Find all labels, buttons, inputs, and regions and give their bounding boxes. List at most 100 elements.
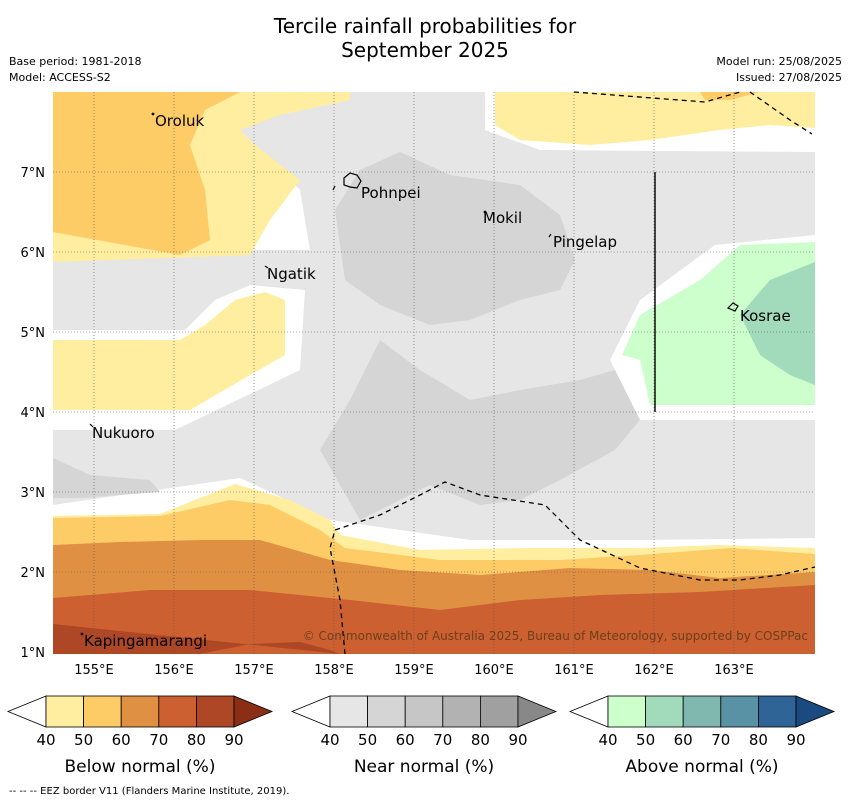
place-label: Nukuoro: [92, 424, 155, 442]
lon-tick: 160°E: [474, 663, 514, 678]
colorbar-under-arrow: [6, 695, 47, 728]
place-labels: Oroluk Pohnpei Mokil Pingelap Ngatik Kos…: [84, 112, 791, 650]
colorbar-segment: [682, 695, 722, 728]
model-run: Model run: 25/08/2025: [716, 55, 842, 68]
colorbar-tick-label: 90: [224, 731, 243, 749]
colorbar-segment: [367, 695, 406, 728]
colorbar: 40 50 60 70 80 90 Above normal (%): [568, 695, 836, 777]
place-label: Ngatik: [267, 265, 316, 283]
pohnpei-island-shape: [343, 172, 362, 189]
below-normal-40-w: [53, 292, 285, 410]
colorbar-tick-label: 40: [598, 731, 617, 749]
colorbar-title: Above normal (%): [625, 757, 778, 777]
colorbar-title: Near normal (%): [354, 757, 494, 777]
place-label: Mokil: [483, 209, 522, 227]
lon-tick: 161°E: [554, 663, 594, 678]
colorbar-segment: [329, 695, 368, 728]
nukuoro-island-shape: [89, 423, 94, 428]
colorbar-segment: [45, 695, 84, 728]
colorbar-segment: [442, 695, 481, 728]
eez-credit: -- -- -- EEZ border V11 (Flanders Marine…: [9, 786, 290, 797]
colorbar-tick-label: 70: [711, 731, 730, 749]
colorbar-segment: [758, 695, 797, 728]
island-outlines: [80, 112, 739, 636]
colorbar-tick-label: 90: [786, 731, 805, 749]
near-normal-50-center: [335, 152, 575, 325]
colorbar-segment: [120, 695, 160, 728]
lat-tick: 1°N: [21, 646, 46, 661]
colorbar-segment: [404, 695, 444, 728]
colorbar-segment: [720, 695, 759, 728]
colorbar-under-arrow: [568, 695, 609, 728]
place-label: Kosrae: [740, 307, 791, 325]
model-name: Model: ACCESS-S2: [9, 71, 111, 84]
below-normal-40-ne: [495, 92, 815, 145]
colorbar-tick-label: 80: [471, 731, 490, 749]
lon-tick: 159°E: [394, 663, 434, 678]
lat-tick: 2°N: [21, 566, 46, 581]
colorbar-over-arrow: [795, 695, 836, 728]
colorbar-tick-label: 60: [396, 731, 415, 749]
place-label: Pohnpei: [361, 184, 421, 202]
mokil-island-shape: [483, 210, 487, 214]
lat-tick: 4°N: [21, 406, 46, 421]
colorbar-legends: 40 50 60 70 80 90 Below normal (%) 40 50 60 70 80 90…: [6, 695, 836, 777]
colorbar-tick-label: 60: [112, 731, 131, 749]
colorbar-tick-label: 80: [749, 731, 768, 749]
axis-labels: 155°E 156°E 157°E 158°E 159°E 160°E 161°…: [21, 166, 754, 678]
colorbar-tick-label: 70: [433, 731, 452, 749]
eez-border: [329, 91, 816, 655]
colorbar-segment: [607, 695, 646, 728]
kosrae-island-shape: [726, 302, 739, 312]
colorbar-under-arrow: [290, 695, 331, 728]
place-label: Oroluk: [155, 112, 204, 130]
lat-tick: 5°N: [21, 326, 46, 341]
colorbar-title: Below normal (%): [65, 757, 216, 777]
title-line-1: Tercile rainfall probabilities for: [273, 14, 577, 38]
colorbar-tick-label: 50: [358, 731, 377, 749]
map-title: Tercile rainfall probabilities for Septe…: [0, 14, 850, 62]
place-label: Pingelap: [553, 233, 617, 251]
colorbar-tick-label: 50: [636, 731, 655, 749]
colorbar: 40 50 60 70 80 90 Below normal (%): [6, 695, 274, 777]
probability-field: [53, 92, 815, 654]
issued-date: Issued: 27/08/2025: [735, 71, 842, 84]
base-period: Base period: 1981-2018: [9, 55, 142, 68]
graticule: [53, 92, 815, 654]
colorbar-tick-label: 90: [508, 731, 527, 749]
colorbar-segment: [479, 695, 519, 728]
below-normal-50-nw: [53, 92, 240, 255]
below-normal-80-south: [53, 624, 340, 654]
lon-tick: 162°E: [634, 663, 674, 678]
copyright-text: © Commonwealth of Australia 2025, Bureau…: [303, 629, 808, 643]
above-normal-40-east: [622, 242, 815, 405]
colorbar-tick-label: 60: [674, 731, 693, 749]
colorbar-segment: [645, 695, 684, 728]
lat-tick: 7°N: [21, 166, 46, 181]
place-label: Kapingamarangi: [84, 632, 207, 650]
pingelap-island-shape: [548, 233, 552, 238]
colorbar-tick-label: 50: [74, 731, 93, 749]
colorbar-over-arrow: [233, 695, 274, 728]
colorbar-tick-label: 40: [320, 731, 339, 749]
lon-tick: 157°E: [234, 663, 274, 678]
meta-left: Base period: 1981-2018 Model: ACCESS-S2: [9, 54, 141, 86]
colorbar-tick-label: 70: [149, 731, 168, 749]
colorbar: 40 50 60 70 80 90 Near normal (%): [290, 695, 558, 777]
kapingamarangi-island-shape: [80, 632, 84, 636]
lon-tick: 158°E: [314, 663, 354, 678]
below-normal-70-south: [53, 585, 815, 654]
lat-tick: 3°N: [21, 486, 46, 501]
ngatik-island-shape: [264, 265, 269, 269]
meta-right: Model run: 25/08/2025 Issued: 27/08/2025: [716, 54, 842, 86]
lon-tick: 156°E: [154, 663, 194, 678]
lon-tick: 163°E: [714, 663, 754, 678]
colorbar-tick-label: 40: [36, 731, 55, 749]
above-normal-50-east: [740, 262, 815, 385]
near-normal-50-south: [320, 340, 640, 520]
colorbar-segment: [195, 695, 235, 728]
colorbar-tick-label: 80: [187, 731, 206, 749]
lat-tick: 6°N: [21, 246, 46, 261]
colorbar-segment: [83, 695, 122, 728]
